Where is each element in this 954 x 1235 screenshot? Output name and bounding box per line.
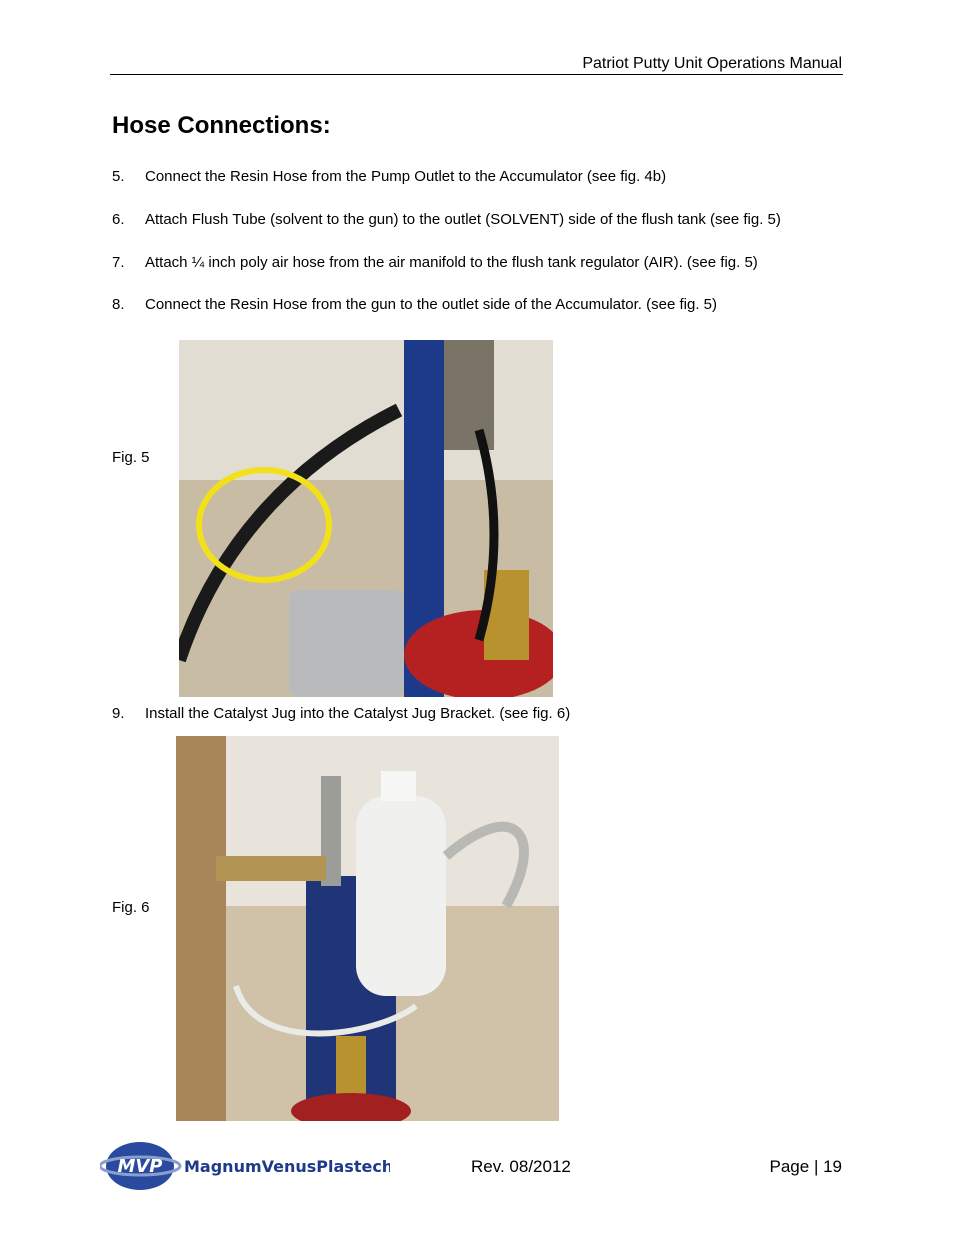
section-heading: Hose Connections: bbox=[112, 112, 331, 139]
figure-label: Fig. 5 bbox=[112, 449, 150, 466]
photo-tube bbox=[233, 985, 418, 1037]
step-text: Attach ¼ inch poly air hose from the air… bbox=[145, 254, 758, 271]
figure-photo bbox=[179, 340, 553, 697]
step-number: 8. bbox=[112, 296, 125, 313]
step-number: 5. bbox=[112, 168, 125, 185]
step-text: Connect the Resin Hose from the gun to t… bbox=[145, 296, 717, 313]
step-number: 7. bbox=[112, 254, 125, 271]
step-text: Connect the Resin Hose from the Pump Out… bbox=[145, 168, 667, 185]
figure-photo bbox=[176, 736, 559, 1121]
header-title: Patriot Putty Unit Operations Manual bbox=[582, 55, 842, 72]
photo-air-hose bbox=[196, 467, 332, 583]
step-number: 9. bbox=[112, 705, 125, 722]
logo-ring bbox=[100, 1155, 182, 1177]
photo-base bbox=[291, 1093, 411, 1121]
logo-mark: MVP bbox=[117, 1156, 162, 1177]
header-rule bbox=[110, 74, 843, 75]
logo: MVP MagnumVenusPlastech bbox=[100, 1142, 390, 1190]
logo-globe bbox=[106, 1142, 174, 1190]
photo-wall bbox=[179, 340, 553, 480]
page-number: Page | 19 bbox=[769, 1157, 842, 1176]
photo-jug bbox=[356, 796, 446, 996]
photo-bracket bbox=[216, 856, 326, 881]
revision: Rev. 08/2012 bbox=[471, 1157, 571, 1176]
logo-text: MagnumVenusPlastech bbox=[184, 1157, 390, 1176]
photo-handle bbox=[442, 821, 529, 909]
photo-resin-hose bbox=[474, 428, 499, 642]
step-number: 6. bbox=[112, 211, 125, 228]
figure-label: Fig. 6 bbox=[112, 899, 150, 916]
photo-cylinder bbox=[444, 340, 494, 450]
photo-hose bbox=[179, 403, 403, 663]
photo-crate bbox=[176, 736, 226, 1121]
step-text: Install the Catalyst Jug into the Cataly… bbox=[145, 705, 571, 722]
photo-tank bbox=[289, 590, 404, 697]
step-text: Attach Flush Tube (solvent to the gun) t… bbox=[145, 211, 781, 228]
photo-jug-cap bbox=[381, 771, 416, 801]
